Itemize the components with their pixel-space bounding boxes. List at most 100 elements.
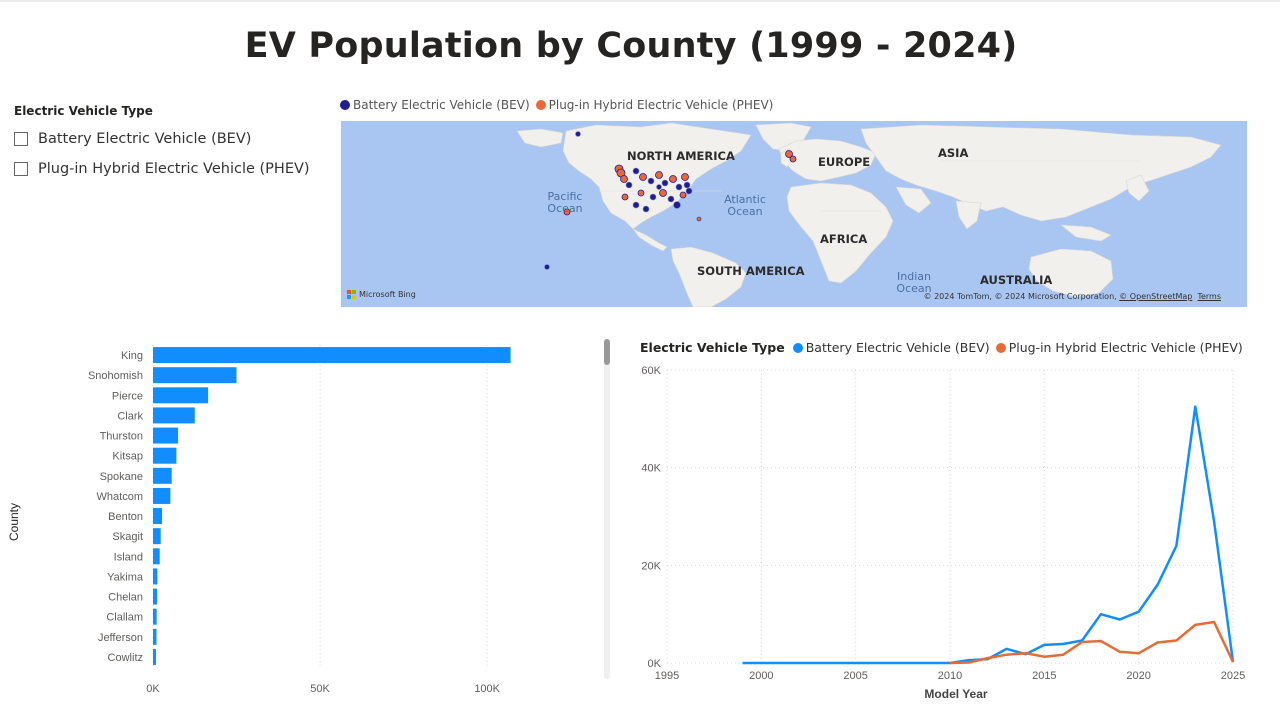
bar — [153, 608, 157, 625]
bar-category-label: Chelan — [108, 592, 143, 604]
bar-series — [153, 347, 511, 665]
bar-category-label: Skagit — [112, 531, 143, 543]
legend-dot-icon — [995, 342, 1006, 353]
legend-item-phev[interactable]: Plug-in Hybrid Electric Vehicle (PHEV) — [995, 340, 1243, 355]
bar-category-labels: King Snohomish Pierce Clark Thurston Kitsap Sp… — [88, 350, 144, 664]
bar — [153, 487, 171, 504]
attribution-text: © 2024 TomTom, © 2024 Microsoft Corporat… — [923, 292, 1120, 301]
bar — [153, 367, 237, 384]
line-x-tick: 2015 — [1032, 670, 1056, 682]
bar-category-label: Island — [114, 551, 143, 563]
map-label-australia: AUSTRALIA — [980, 273, 1053, 287]
bar-category-label: King — [121, 350, 143, 362]
legend-title: Electric Vehicle Type — [640, 340, 785, 355]
vehicle-type-slicer: Electric Vehicle Type Battery Electric V… — [14, 104, 324, 184]
bar-category-label: Spokane — [100, 471, 143, 483]
map-attribution: © 2024 TomTom, © 2024 Microsoft Corporat… — [924, 292, 1221, 301]
map-label-north-america: NORTH AMERICA — [627, 149, 735, 163]
legend-label: Battery Electric Vehicle (BEV) — [805, 340, 990, 355]
map-legend: Battery Electric Vehicle (BEV) Plug-in H… — [340, 98, 773, 112]
checkbox-icon[interactable] — [14, 162, 28, 176]
slicer-option-label: Battery Electric Vehicle (BEV) — [38, 131, 252, 147]
line-grid — [666, 369, 1234, 664]
county-bar-chart: King Snohomish Pierce Clark Thurston Kitsap Sp… — [7, 345, 511, 695]
line-y-tick: 40K — [641, 463, 661, 475]
bar-category-label: Jefferson — [98, 632, 143, 644]
bar — [153, 387, 209, 404]
line-x-tick: 2000 — [749, 670, 773, 682]
bing-logo: Microsoft Bing — [347, 290, 416, 299]
bar — [153, 427, 179, 444]
bar-x-tick: 50K — [310, 683, 330, 695]
bar-category-label: Thurston — [100, 431, 143, 443]
legend-label: Plug-in Hybrid Electric Vehicle (PHEV) — [548, 98, 774, 112]
bar-category-label: Pierce — [112, 390, 143, 402]
bar — [153, 347, 511, 364]
line-y-tick-labels: 0K 20K 40K 60K — [641, 365, 661, 670]
map-label-europe: EUROPE — [818, 155, 871, 169]
line-series — [742, 405, 1235, 665]
model-year-line-chart: 0K 20K 40K 60K 1995 2000 2005 2010 2015 2020 2025… — [641, 365, 1245, 701]
bar-x-tick-labels: 0K 50K 100K — [146, 683, 500, 695]
bar-category-label: Benton — [108, 511, 143, 523]
bar-category-label: Snohomish — [88, 370, 143, 382]
legend-label: Plug-in Hybrid Electric Vehicle (PHEV) — [1008, 340, 1243, 355]
map-land — [516, 122, 1222, 307]
bar — [153, 508, 163, 525]
bar-category-label: Kitsap — [112, 451, 143, 463]
slicer-option-bev[interactable]: Battery Electric Vehicle (BEV) — [14, 124, 324, 154]
bar-chart-scrollbar-thumb[interactable] — [604, 339, 610, 365]
line-x-tick: 2005 — [843, 670, 867, 682]
line-series-bev — [742, 405, 1235, 665]
line-x-tick-labels: 1995 2000 2005 2010 2015 2020 2025 — [655, 670, 1245, 682]
slicer-option-phev[interactable]: Plug-in Hybrid Electric Vehicle (PHEV) — [14, 154, 324, 184]
page-title: EV Population by County (1999 - 2024) — [244, 26, 1018, 66]
bar — [153, 588, 158, 605]
bar — [153, 447, 177, 464]
line-x-tick: 2020 — [1126, 670, 1150, 682]
bing-logo-text: Microsoft Bing — [359, 290, 416, 299]
bar-category-label: Clallam — [106, 612, 143, 624]
legend-label: Battery Electric Vehicle (BEV) — [353, 98, 530, 112]
bar — [153, 548, 160, 565]
line-y-tick: 0K — [648, 658, 662, 670]
slicer-option-label: Plug-in Hybrid Electric Vehicle (PHEV) — [38, 161, 310, 177]
legend-item-phev[interactable]: Plug-in Hybrid Electric Vehicle (PHEV) — [535, 98, 774, 112]
bar — [153, 528, 161, 545]
bar-chart-scrollbar-track[interactable] — [604, 339, 610, 679]
legend-dot-icon — [535, 100, 546, 110]
slicer-title: Electric Vehicle Type — [14, 104, 153, 118]
legend-dot-icon — [340, 100, 350, 110]
bar-category-label: Yakima — [107, 571, 144, 583]
line-x-axis-title: Model Year — [924, 687, 987, 701]
world-map[interactable]: NORTH AMERICA EUROPE ASIA AFRICA SOUTH A… — [341, 121, 1247, 307]
osm-link[interactable]: © OpenStreetMap — [1119, 292, 1193, 301]
line-x-tick: 1995 — [655, 670, 679, 682]
ocean-label-pacific: Pacific Ocean — [547, 190, 583, 215]
legend-dot-icon — [792, 342, 803, 353]
ocean-label-indian: Indian Ocean — [896, 270, 932, 295]
map-data-points — [544, 131, 797, 270]
top-border — [0, 0, 1280, 2]
legend-item-bev[interactable]: Battery Electric Vehicle (BEV) — [340, 98, 530, 112]
line-series-phev — [949, 620, 1235, 665]
bar-x-tick: 0K — [146, 683, 160, 695]
bar — [153, 467, 172, 484]
terms-link[interactable]: Terms — [1197, 292, 1221, 301]
bar — [153, 628, 157, 645]
line-x-tick: 2010 — [938, 670, 962, 682]
line-x-tick: 2025 — [1221, 670, 1245, 682]
microsoft-logo-icon — [347, 290, 356, 299]
checkbox-icon[interactable] — [14, 132, 28, 146]
bar-category-label: Whatcom — [97, 491, 143, 503]
bar — [153, 648, 157, 665]
line-y-tick: 60K — [641, 365, 661, 377]
bar — [153, 568, 158, 585]
map-label-africa: AFRICA — [820, 232, 868, 246]
bar-x-tick: 100K — [474, 683, 500, 695]
bar-category-label: Clark — [117, 410, 143, 422]
legend-item-bev[interactable]: Battery Electric Vehicle (BEV) — [792, 340, 990, 355]
line-y-tick: 20K — [641, 560, 661, 572]
bar-category-label: Cowlitz — [108, 652, 143, 664]
bar-y-axis-title: County — [7, 503, 21, 541]
